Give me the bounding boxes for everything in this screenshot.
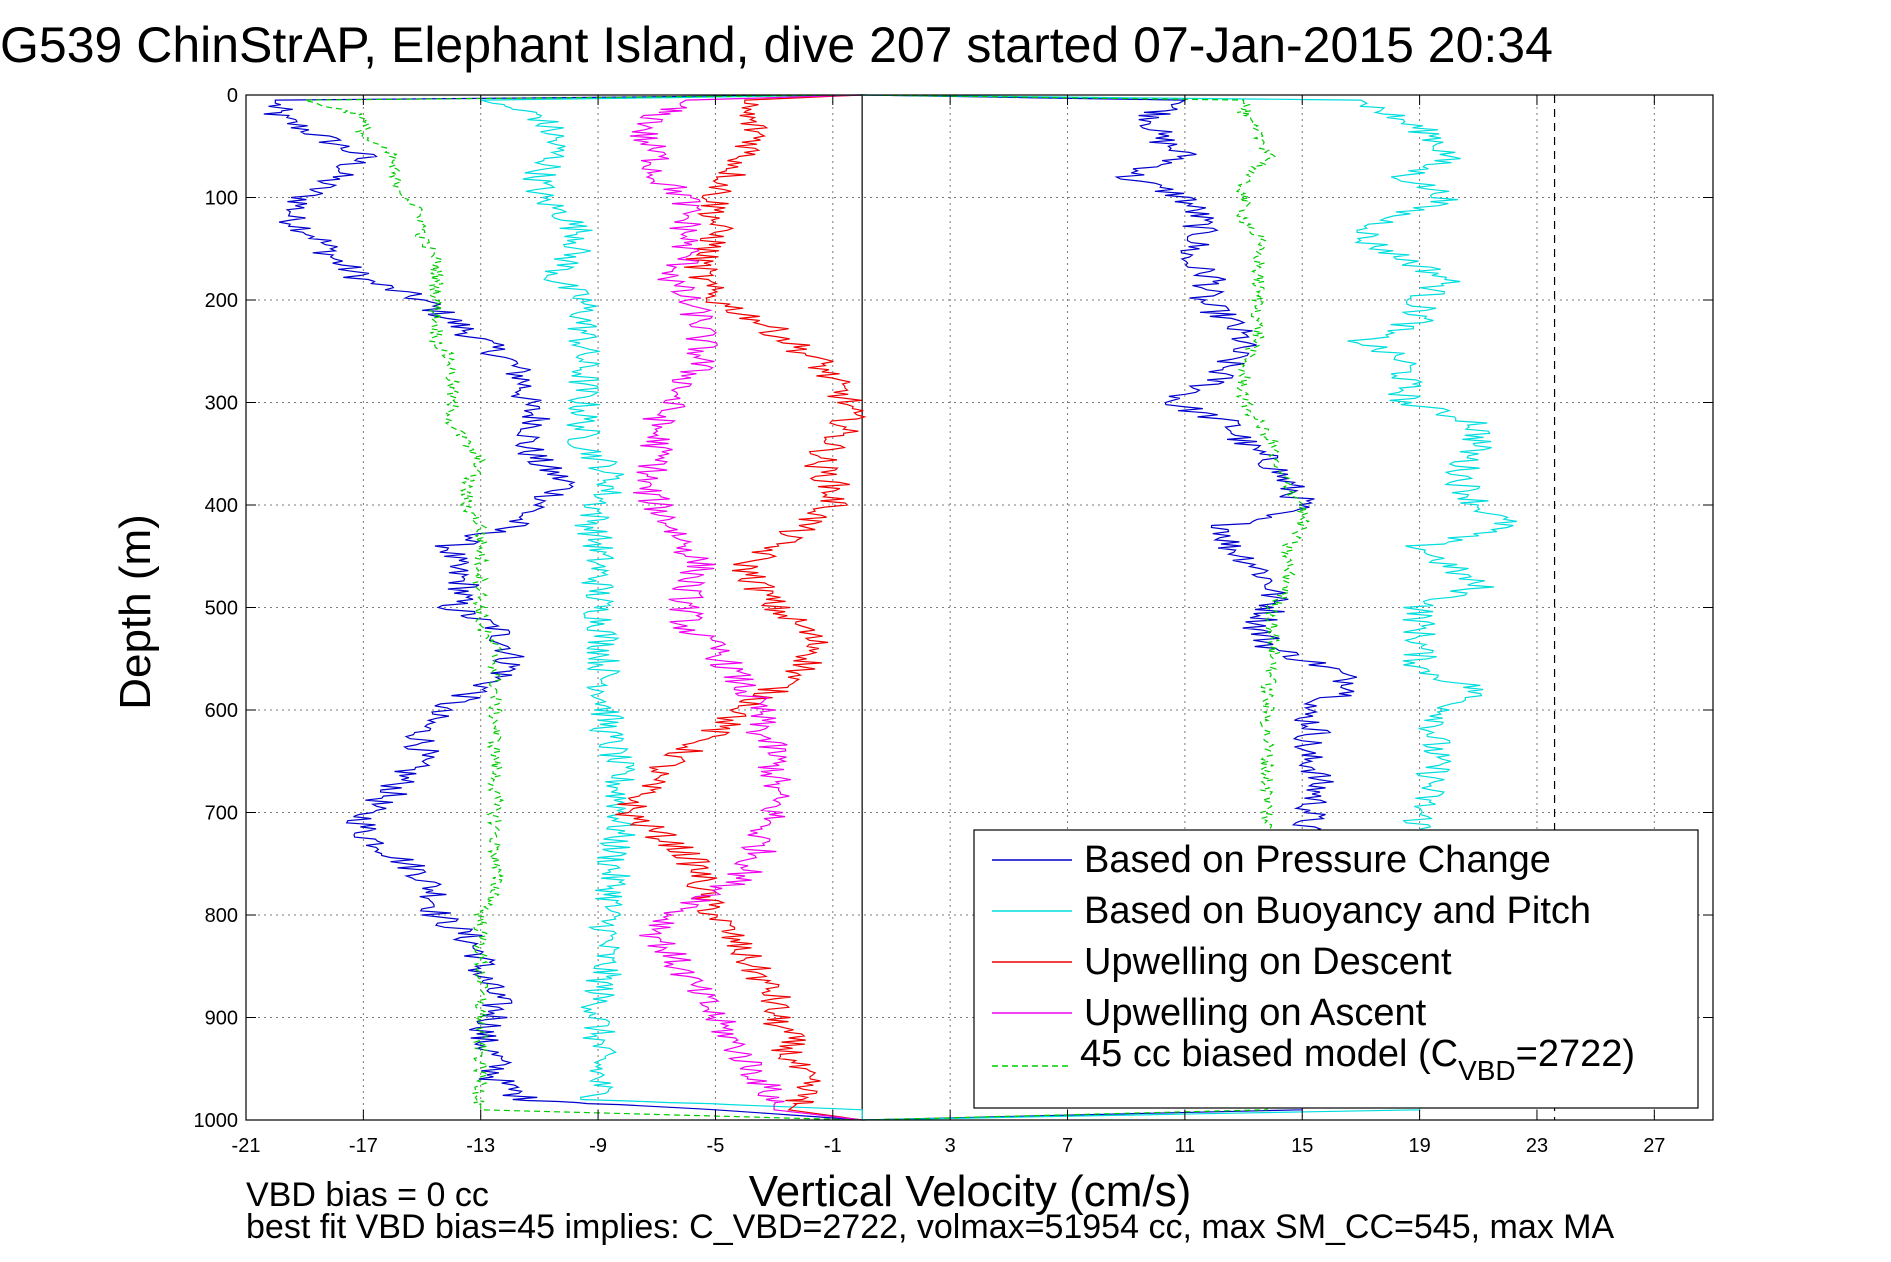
y-tick-label: 600 xyxy=(205,700,238,722)
legend-label-ascent: Upwelling on Ascent xyxy=(1084,992,1427,1034)
legend-label-model-main: 45 cc biased model (C xyxy=(1080,1033,1458,1075)
legend-label-model-tail: =2722) xyxy=(1516,1033,1635,1075)
x-axis-label: Vertical Velocity (cm/s) xyxy=(749,1167,1192,1216)
legend-label-buoyancy: Based on Buoyancy and Pitch xyxy=(1084,890,1591,932)
series-line xyxy=(304,94,863,1121)
y-tick-label: 900 xyxy=(205,1008,238,1030)
y-tick-label: 400 xyxy=(205,495,238,517)
x-tick-label: -1 xyxy=(824,1135,842,1157)
series-line xyxy=(480,94,863,1120)
x-tick-label: 11 xyxy=(1174,1135,1195,1157)
y-tick-label: 300 xyxy=(205,393,238,415)
x-tick-label: -21 xyxy=(232,1135,261,1157)
y-tick-label: 700 xyxy=(205,803,238,825)
x-tick-label: 15 xyxy=(1291,1135,1313,1157)
legend: Based on Pressure Change Based on Buoyan… xyxy=(973,829,1699,1109)
x-tick-label: 19 xyxy=(1408,1135,1430,1157)
legend-box xyxy=(973,829,1699,1109)
series-line xyxy=(615,94,867,1121)
y-tick-label: 500 xyxy=(205,598,238,620)
x-tick-label: 3 xyxy=(945,1135,956,1157)
x-tick-label: -9 xyxy=(589,1135,607,1157)
series-line xyxy=(263,94,863,1121)
y-tick-label: 1000 xyxy=(194,1110,239,1132)
y-tick-label: 800 xyxy=(205,905,238,927)
x-tick-label: -17 xyxy=(349,1135,378,1157)
x-tick-label: 7 xyxy=(1062,1135,1073,1157)
legend-label-pressure: Based on Pressure Change xyxy=(1084,839,1551,881)
vbd-bias-note: VBD bias = 0 cc xyxy=(246,1176,489,1214)
y-tick-label: 200 xyxy=(205,290,238,312)
y-axis-label: Depth (m) xyxy=(111,514,160,710)
x-tick-label: 23 xyxy=(1526,1135,1548,1157)
x-tick-label: 27 xyxy=(1643,1135,1665,1157)
legend-label-model-sub: VBD xyxy=(1458,1055,1516,1086)
x-tick-label: -13 xyxy=(466,1135,495,1157)
best-fit-note: best fit VBD bias=45 implies: C_VBD=2722… xyxy=(246,1208,1615,1246)
y-tick-label: 0 xyxy=(227,85,238,107)
series-line xyxy=(629,94,863,1121)
legend-label-descent: Upwelling on Descent xyxy=(1084,941,1452,983)
x-tick-label: -5 xyxy=(707,1135,725,1157)
legend-label-model: 45 cc biased model (CVBD=2722) xyxy=(1080,1033,1635,1086)
ticks: -21 -17 -13 -9 -5 -1 3 7 11 15 19 23 270100200300400… xyxy=(194,85,1713,1157)
chart-title: G539 ChinStrAP, Elephant Island, dive 20… xyxy=(0,17,1553,73)
y-tick-label: 100 xyxy=(205,188,238,210)
